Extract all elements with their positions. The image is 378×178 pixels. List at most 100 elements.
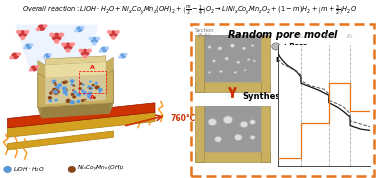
Circle shape <box>54 85 60 90</box>
Circle shape <box>78 87 82 90</box>
Circle shape <box>59 32 64 37</box>
Circle shape <box>83 93 86 95</box>
Circle shape <box>242 47 246 50</box>
Polygon shape <box>8 103 155 128</box>
Polygon shape <box>15 25 98 72</box>
Circle shape <box>79 94 81 96</box>
Circle shape <box>70 79 74 83</box>
Circle shape <box>70 100 75 104</box>
Circle shape <box>53 82 56 84</box>
Circle shape <box>253 60 256 62</box>
Circle shape <box>208 119 217 126</box>
Circle shape <box>98 88 103 92</box>
Circle shape <box>100 46 108 53</box>
Circle shape <box>240 121 248 128</box>
Polygon shape <box>38 73 42 119</box>
Circle shape <box>51 33 62 41</box>
Circle shape <box>111 36 116 40</box>
Circle shape <box>96 36 101 40</box>
Circle shape <box>124 53 128 56</box>
Circle shape <box>88 87 91 90</box>
Circle shape <box>30 65 38 72</box>
Circle shape <box>87 48 92 53</box>
Text: 760°C: 760°C <box>170 114 195 123</box>
Polygon shape <box>38 70 113 108</box>
Circle shape <box>98 49 102 53</box>
Circle shape <box>237 61 240 64</box>
Circle shape <box>16 30 21 34</box>
Circle shape <box>249 120 256 125</box>
Text: Synthesis: Synthesis <box>242 92 288 101</box>
Circle shape <box>49 32 55 37</box>
Circle shape <box>63 88 68 92</box>
Circle shape <box>11 52 19 59</box>
Circle shape <box>43 24 48 28</box>
Circle shape <box>72 95 76 99</box>
Circle shape <box>23 46 27 50</box>
Circle shape <box>42 56 46 59</box>
Circle shape <box>72 89 75 91</box>
Circle shape <box>215 136 222 142</box>
Circle shape <box>81 99 85 102</box>
Circle shape <box>76 26 83 32</box>
Circle shape <box>89 80 92 83</box>
Circle shape <box>25 43 32 49</box>
Circle shape <box>52 88 57 92</box>
Circle shape <box>9 56 14 59</box>
Text: Dehydration reaction: Dehydration reaction <box>276 57 360 63</box>
Text: $\bfit{Random\ pore\ model}$: $\bfit{Random\ pore\ model}$ <box>228 28 339 42</box>
Circle shape <box>208 46 211 48</box>
Circle shape <box>53 90 58 93</box>
Circle shape <box>250 135 255 140</box>
Circle shape <box>48 96 52 100</box>
Circle shape <box>88 91 93 95</box>
Circle shape <box>37 24 46 31</box>
Circle shape <box>81 89 85 92</box>
Text: $\it{LiOH\cdot H_2O}$: $\it{LiOH\cdot H_2O}$ <box>13 165 45 174</box>
Circle shape <box>223 116 232 124</box>
Circle shape <box>272 43 280 50</box>
Circle shape <box>105 46 110 50</box>
Circle shape <box>65 93 68 96</box>
Circle shape <box>53 91 59 95</box>
Circle shape <box>70 93 75 96</box>
Circle shape <box>79 82 83 85</box>
Circle shape <box>119 53 126 59</box>
Circle shape <box>68 166 76 172</box>
Circle shape <box>107 30 112 34</box>
Circle shape <box>54 39 60 44</box>
Text: $R_3$: $R_3$ <box>346 32 354 41</box>
Circle shape <box>87 96 90 98</box>
Bar <box>195 106 204 162</box>
Circle shape <box>65 48 71 53</box>
Circle shape <box>30 43 34 46</box>
Circle shape <box>28 68 33 72</box>
Circle shape <box>115 30 120 34</box>
Circle shape <box>94 85 100 90</box>
Circle shape <box>70 83 74 86</box>
Circle shape <box>49 92 53 95</box>
Circle shape <box>118 56 122 59</box>
Circle shape <box>52 79 57 83</box>
Bar <box>79 72 106 93</box>
Circle shape <box>84 99 87 101</box>
Circle shape <box>36 65 40 68</box>
Bar <box>261 106 270 162</box>
Circle shape <box>62 86 67 90</box>
Circle shape <box>92 42 97 46</box>
Circle shape <box>48 99 53 103</box>
Text: $R_1$: $R_1$ <box>297 32 305 41</box>
Circle shape <box>93 96 96 99</box>
Circle shape <box>78 48 84 53</box>
Circle shape <box>82 55 88 59</box>
Circle shape <box>63 42 73 51</box>
Circle shape <box>64 80 68 84</box>
Text: $R_{2,1}$: $R_{2,1}$ <box>322 33 335 41</box>
Circle shape <box>50 91 53 93</box>
Circle shape <box>44 53 51 59</box>
Circle shape <box>87 93 92 97</box>
Polygon shape <box>38 103 113 119</box>
Circle shape <box>54 83 57 86</box>
Circle shape <box>62 86 67 90</box>
Circle shape <box>62 90 68 94</box>
